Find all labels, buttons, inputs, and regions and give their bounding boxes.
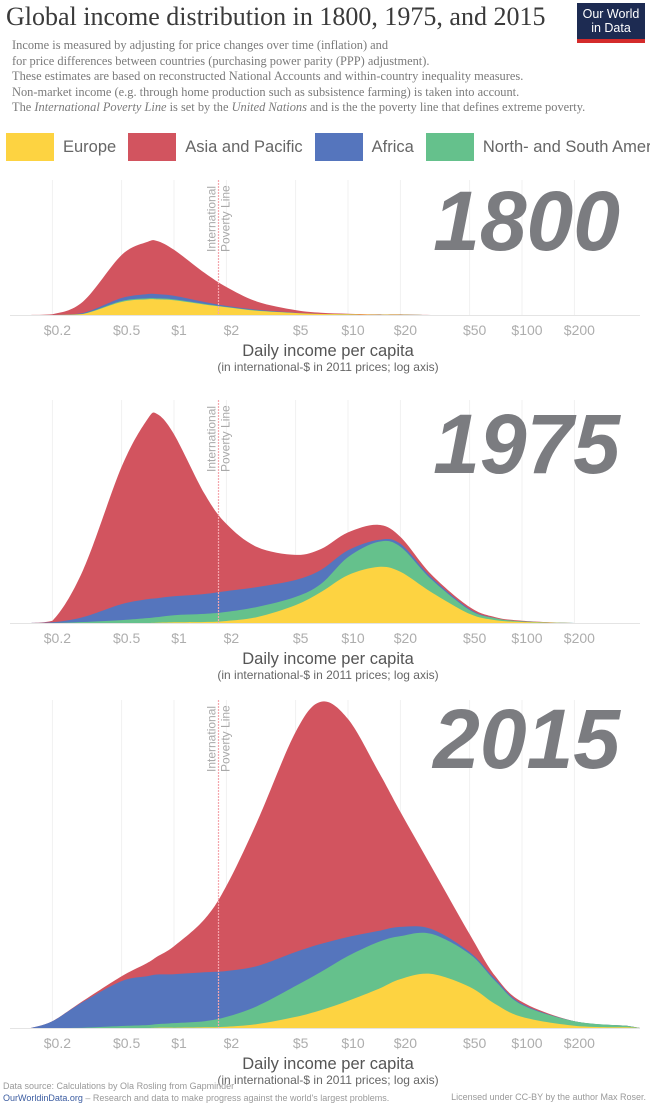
x-tick-label: $2 (224, 630, 240, 646)
subtitle-line: Non-market income (e.g. through home pro… (12, 84, 520, 99)
chart-panel-2015: 2015 International Poverty Line $0.2 $0.5 $1 $… (10, 692, 640, 1087)
subtitle-line: Income is measured by adjusting for pric… (12, 38, 389, 52)
area-asia-and-pacific (10, 412, 640, 623)
legend-swatch (128, 133, 177, 161)
x-tick-label: $50 (463, 322, 487, 338)
x-tick-label: $1 (171, 630, 187, 646)
legend-swatch (314, 133, 363, 161)
x-tick-label: $0.2 (44, 1035, 71, 1051)
area-europe (10, 973, 640, 1028)
subtitle-line: These estimates are based on reconstruct… (12, 69, 524, 84)
legend-swatch (6, 133, 54, 161)
x-axis-subtitle: (in international-$ in 2011 prices; log … (217, 1073, 438, 1087)
year-label: 1975 (433, 397, 621, 491)
footer-tagline: OurWorldinData.org – Research and data t… (3, 1093, 389, 1103)
x-tick-label: $2 (224, 322, 240, 338)
area-europe (10, 566, 640, 623)
text-italic: International Poverty Line (34, 100, 167, 115)
owid-link[interactable]: OurWorldinData.org (3, 1093, 83, 1103)
year-label: 1800 (433, 174, 620, 268)
legend-label: Asia and Pacific (185, 137, 303, 156)
x-axis-subtitle: (in international-$ in 2011 prices; log … (217, 360, 438, 374)
x-tick-label: $2 (224, 1035, 240, 1051)
poverty-line-label: International (205, 406, 219, 472)
legend-item-africa: Africa (314, 133, 414, 161)
chart-panel-1975: 1975 International Poverty Line $0.2 $0.5 $1 $… (10, 397, 640, 682)
x-tick-label: $20 (394, 630, 418, 646)
legend-label: North- and South America (482, 137, 650, 156)
poverty-line-label: International (205, 186, 219, 252)
x-tick-label: $100 (511, 322, 542, 338)
poverty-line-label: Poverty Line (219, 705, 233, 772)
x-tick-label: $200 (564, 322, 595, 338)
x-tick-label: $20 (394, 322, 418, 338)
x-tick-label: $10 (341, 1035, 365, 1051)
x-tick-label: $50 (463, 1035, 487, 1051)
logo-line-1: Our World (582, 7, 640, 21)
area-europe (10, 299, 640, 315)
x-tick-label: $0.2 (44, 630, 71, 646)
tagline-text: – Research and data to make progress aga… (82, 1093, 390, 1103)
x-tick-label: $10 (341, 322, 365, 338)
x-tick-label: $0.5 (113, 1035, 140, 1051)
x-tick-label: $100 (511, 630, 542, 646)
x-axis-title: Daily income per capita (242, 1055, 414, 1073)
subtitle-line: The International Poverty Line is set by… (12, 100, 585, 116)
x-axis-title: Daily income per capita (242, 342, 414, 360)
logo-line-2: in Data (591, 21, 631, 35)
chart-panel-1800: 1800 International Poverty Line $0.2 $0.5 $1 $… (10, 174, 640, 374)
subtitle-line: for price differences between countries … (12, 53, 430, 68)
x-tick-label: $0.5 (113, 630, 140, 646)
poverty-line-label: International (205, 706, 219, 772)
owid-logo[interactable]: Our World in Data (577, 3, 645, 43)
x-tick-label: $10 (341, 630, 365, 646)
data-source: Data source: Calculations by Ola Rosling… (3, 1081, 235, 1091)
poverty-line-label: Poverty Line (219, 405, 233, 472)
x-tick-label: $1 (171, 1035, 187, 1051)
legend-item-americas: North- and South America (425, 133, 650, 161)
area-north-and-south-america (10, 540, 640, 623)
legend: Europe Asia and Pacific Africa North- an… (6, 133, 650, 161)
x-axis-subtitle: (in international-$ in 2011 prices; log … (217, 668, 438, 682)
year-label: 2015 (431, 692, 621, 786)
x-tick-label: $5 (293, 630, 309, 646)
x-tick-label: $20 (394, 1035, 418, 1051)
poverty-line-label: Poverty Line (219, 185, 233, 252)
x-tick-label: $0.2 (44, 322, 71, 338)
x-tick-label: $0.5 (113, 322, 140, 338)
subtitle: Income is measured by adjusting for pric… (12, 38, 585, 116)
legend-label: Europe (63, 137, 117, 156)
legend-item-asia: Asia and Pacific (128, 133, 303, 161)
x-tick-label: $5 (293, 322, 309, 338)
x-tick-label: $200 (564, 1035, 595, 1051)
text: is set by the (166, 100, 232, 115)
area-asia-and-pacific (10, 701, 640, 1028)
text: and is the the poverty line that defines… (306, 100, 586, 115)
x-tick-label: $200 (564, 630, 595, 646)
x-tick-label: $100 (511, 1035, 542, 1051)
x-axis-title: Daily income per capita (242, 650, 414, 668)
legend-label: Africa (371, 137, 414, 156)
text-italic: United Nations (231, 100, 307, 115)
legend-item-europe: Europe (6, 133, 116, 161)
x-tick-label: $5 (293, 1035, 309, 1051)
x-tick-label: $1 (171, 322, 187, 338)
x-tick-label: $50 (463, 630, 487, 646)
legend-swatch (425, 133, 474, 161)
page-title: Global income distribution in 1800, 1975… (6, 2, 546, 31)
text: The (12, 100, 35, 115)
license: Licensed under CC-BY by the author Max R… (451, 1092, 646, 1102)
